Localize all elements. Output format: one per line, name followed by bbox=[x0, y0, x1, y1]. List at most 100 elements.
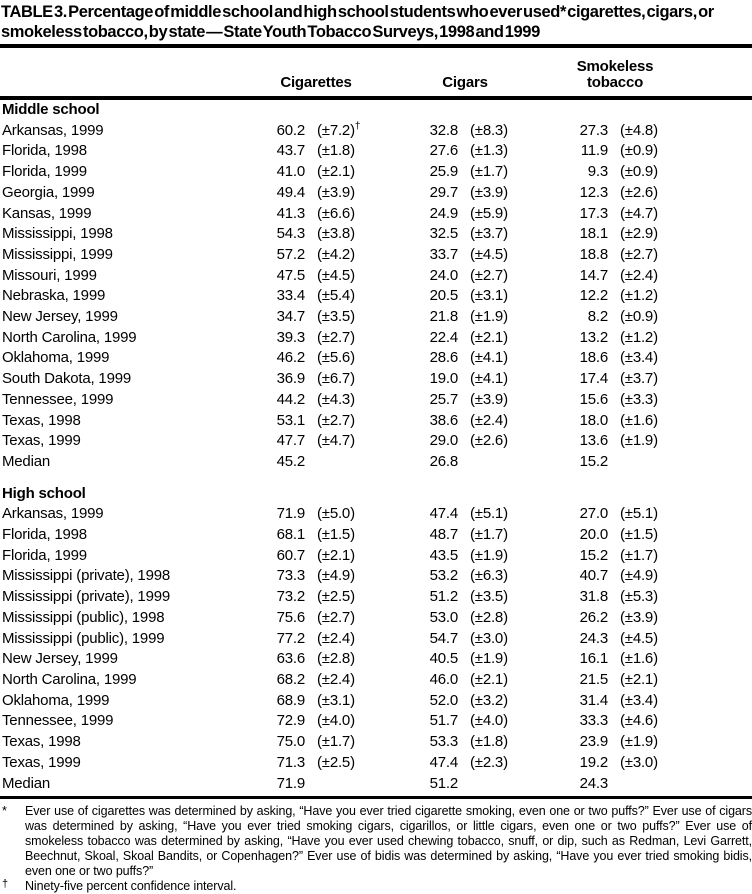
table-row: Oklahoma, 1999 46.2 (±5.6) 28.6 (±4.1) 18.6 (±… bbox=[0, 348, 752, 369]
state-cell: Texas, 1998 bbox=[2, 733, 81, 751]
table-row: Texas, 1998 75.0 (±1.7) 53.3 (±1.8) 23.9 (±1.9… bbox=[0, 732, 752, 753]
ci-cell: (±4.7) bbox=[317, 432, 355, 450]
table-row: Florida, 1998 43.7 (±1.8) 27.6 (±1.3) 11.9 (±0… bbox=[0, 141, 752, 162]
ci-cell bbox=[305, 452, 420, 473]
ci-cell: (±3.0) bbox=[620, 753, 658, 771]
ci-cell: (±2.5) bbox=[317, 753, 355, 771]
ci-cell: (±2.1) bbox=[470, 328, 508, 346]
value-cell: 14.7 bbox=[579, 266, 608, 284]
dagger-superscript: † bbox=[354, 120, 361, 132]
table-row: North Carolina, 1999 39.3 (±2.7) 22.4 (±2.1)… bbox=[0, 328, 752, 349]
value-cell: 53.1 bbox=[276, 411, 305, 429]
value-cell: 44.2 bbox=[276, 390, 305, 408]
value-cell: 51.7 bbox=[429, 712, 458, 730]
ci-cell: (±1.5) bbox=[620, 526, 658, 544]
table-body: Middle school Arkansas, 1999 60.2 (±7.2)† 32… bbox=[0, 98, 752, 794]
ci-cell: (±5.3) bbox=[620, 588, 658, 606]
value-cell: 49.4 bbox=[276, 183, 305, 201]
value-cell: 47.5 bbox=[276, 266, 305, 284]
section-label: Middle school bbox=[2, 101, 100, 118]
ci-cell: (±1.8) bbox=[317, 142, 355, 160]
state-cell: Texas, 1998 bbox=[2, 411, 81, 429]
value-cell: 19.2 bbox=[579, 753, 608, 771]
ci-cell: (±1.9) bbox=[470, 546, 508, 564]
state-cell: Missouri, 1999 bbox=[2, 266, 97, 284]
table-row: Mississippi (public), 1998 75.6 (±2.7) 53.0… bbox=[0, 608, 752, 629]
value-cell: 29.0 bbox=[429, 432, 458, 450]
value-cell: 15.2 bbox=[579, 546, 608, 564]
value-cell: 33.4 bbox=[276, 287, 305, 305]
ci-cell: (±2.7) bbox=[470, 266, 508, 284]
ci-cell: (±1.7) bbox=[317, 733, 355, 751]
state-cell: Mississippi (public), 1999 bbox=[2, 629, 165, 647]
ci-cell: (±5.1) bbox=[620, 505, 658, 523]
state-cell: Mississippi, 1998 bbox=[2, 225, 113, 243]
ci-cell: (±1.2) bbox=[620, 328, 658, 346]
state-cell: Florida, 1998 bbox=[2, 526, 87, 544]
ci-cell bbox=[458, 452, 570, 473]
value-cell: 27.6 bbox=[429, 142, 458, 160]
value-cell: 68.2 bbox=[276, 670, 305, 688]
ci-cell: (±3.2) bbox=[470, 691, 508, 709]
table-row: Tennessee, 1999 44.2 (±4.3) 25.7 (±3.9) 15.6 (… bbox=[0, 390, 752, 411]
ci-cell: (±3.4) bbox=[620, 349, 658, 367]
value-cell: 43.5 bbox=[429, 546, 458, 564]
ci-cell: (±2.1) bbox=[317, 163, 355, 181]
table-row: Oklahoma, 1999 68.9 (±3.1) 52.0 (±3.2) 31.4 (±… bbox=[0, 691, 752, 712]
value-cell: 25.7 bbox=[429, 390, 458, 408]
ci-cell: (±4.8) bbox=[620, 121, 658, 139]
ci-cell: (±4.5) bbox=[620, 629, 658, 647]
value-cell: 15.6 bbox=[579, 390, 608, 408]
table-row: Arkansas, 1999 71.9 (±5.0) 47.4 (±5.1) 27.0 (±… bbox=[0, 504, 752, 525]
table-row: Missouri, 1999 47.5 (±4.5) 24.0 (±2.7) 14.7 (±… bbox=[0, 266, 752, 287]
value-cell: 52.0 bbox=[429, 691, 458, 709]
ci-cell: (±4.0) bbox=[470, 712, 508, 730]
tobacco-use-table: Cigarettes Cigars Smokeless tobacco Midd… bbox=[0, 44, 752, 794]
value-cell: 21.5 bbox=[579, 670, 608, 688]
ci-cell: (±2.4) bbox=[620, 266, 658, 284]
ci-cell: (±2.7) bbox=[317, 608, 355, 626]
ci-cell: (±1.9) bbox=[470, 650, 508, 668]
ci-cell: (±1.9) bbox=[470, 308, 508, 326]
value-cell: 57.2 bbox=[276, 245, 305, 263]
value-cell: 36.9 bbox=[276, 370, 305, 388]
table-row: Mississippi (public), 1999 77.2 (±2.4) 54.7… bbox=[0, 629, 752, 650]
ci-cell: (±3.9) bbox=[470, 390, 508, 408]
value-cell: 26.2 bbox=[579, 608, 608, 626]
ci-cell: (±7.2)† bbox=[317, 120, 361, 139]
value-cell: 45.2 bbox=[276, 452, 305, 470]
table-row: Florida, 1999 41.0 (±2.1) 25.9 (±1.7) 9.3 (±0.… bbox=[0, 162, 752, 183]
value-cell: 12.2 bbox=[579, 287, 608, 305]
footnote-text: Ever use of cigarettes was determined by… bbox=[25, 804, 752, 879]
ci-cell: (±2.5) bbox=[317, 588, 355, 606]
state-cell: North Carolina, 1999 bbox=[2, 670, 137, 688]
value-cell: 16.1 bbox=[579, 650, 608, 668]
state-cell: Texas, 1999 bbox=[2, 753, 81, 771]
ci-cell: (±2.4) bbox=[317, 670, 355, 688]
value-cell: 53.3 bbox=[429, 733, 458, 751]
value-cell: 27.0 bbox=[579, 505, 608, 523]
ci-cell: (±0.9) bbox=[620, 142, 658, 160]
state-cell: Oklahoma, 1999 bbox=[2, 691, 110, 709]
table-row: Florida, 1999 60.7 (±2.1) 43.5 (±1.9) 15.2 (±1… bbox=[0, 546, 752, 567]
ci-cell: (±3.9) bbox=[317, 183, 355, 201]
ci-cell: (±3.3) bbox=[620, 390, 658, 408]
value-cell: 32.8 bbox=[429, 121, 458, 139]
column-header-smokeless-tobacco: Smokeless tobacco bbox=[570, 44, 752, 100]
ci-cell: (±1.7) bbox=[470, 526, 508, 544]
value-cell: 33.3 bbox=[579, 712, 608, 730]
state-cell: Mississippi (private), 1999 bbox=[2, 588, 170, 606]
value-cell: 51.2 bbox=[429, 774, 458, 792]
state-cell: Texas, 1999 bbox=[2, 432, 81, 450]
value-cell: 28.6 bbox=[429, 349, 458, 367]
ci-cell: (±1.7) bbox=[620, 546, 658, 564]
ci-cell: (±1.6) bbox=[620, 650, 658, 668]
value-cell: 47.7 bbox=[276, 432, 305, 450]
table-header: Cigarettes Cigars Smokeless tobacco bbox=[0, 44, 752, 100]
ci-cell: (±1.9) bbox=[620, 733, 658, 751]
state-cell: North Carolina, 1999 bbox=[2, 328, 137, 346]
ci-cell: (±8.3) bbox=[470, 121, 508, 139]
value-cell: 71.3 bbox=[276, 753, 305, 771]
ci-cell: (±3.5) bbox=[470, 588, 508, 606]
ci-cell: (±6.6) bbox=[317, 204, 355, 222]
